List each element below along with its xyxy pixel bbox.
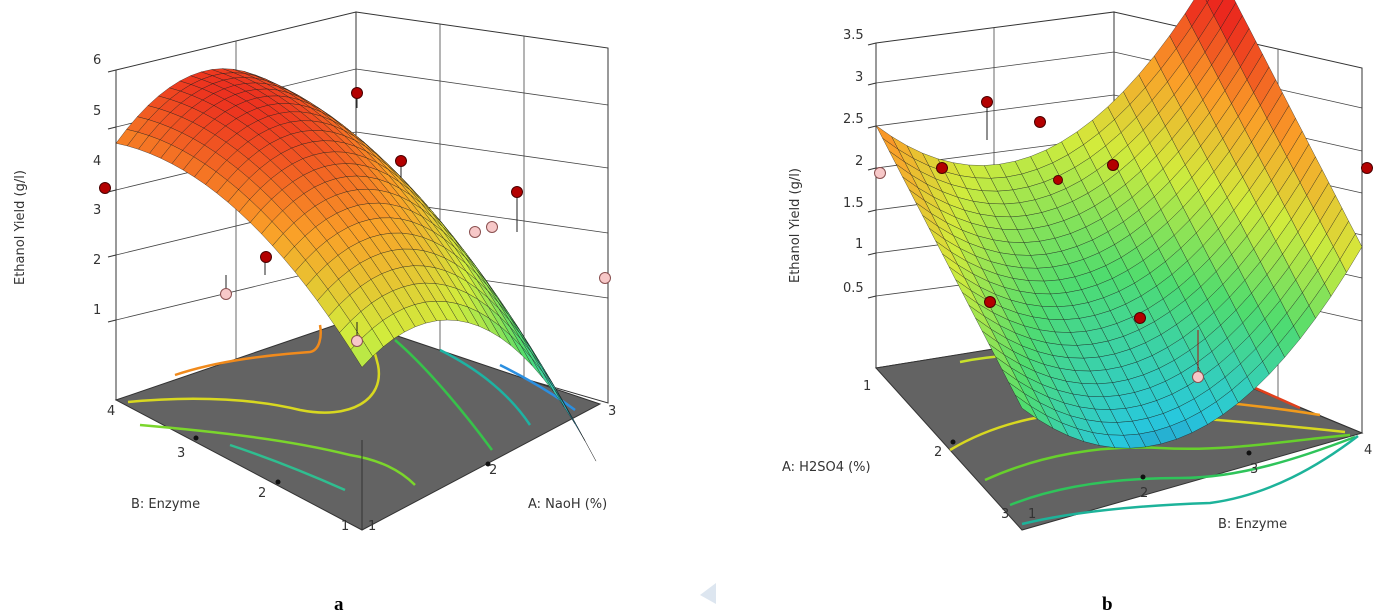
panel-b-point <box>1053 175 1063 185</box>
panel-a-point <box>486 221 498 233</box>
panel-a-point <box>260 251 272 263</box>
panel-b-z-tick: 2 <box>855 154 863 169</box>
panel-a-point <box>351 335 363 347</box>
panel-a-point <box>395 155 407 167</box>
panel-a-contour-floor <box>114 319 602 531</box>
panel-b-point <box>984 296 996 308</box>
panel-b-label: b <box>1102 594 1113 614</box>
panel-b-a-tick: 2 <box>934 445 942 460</box>
panel-a-floor-ticks: 4 3 2 1 1 2 3 <box>107 404 616 534</box>
panel-b-z-tick: 0.5 <box>843 281 864 296</box>
panel-a-a-axis-label: A: NaoH (%) <box>528 497 607 512</box>
panel-b-point <box>981 96 993 108</box>
panel-b-a-tick: 1 <box>863 379 871 394</box>
panel-a-z-tick: 6 <box>93 53 101 68</box>
panel-b-point <box>1107 159 1119 171</box>
panel-b-point <box>1192 371 1204 383</box>
surface-patch <box>1205 0 1209 3</box>
panel-b-b-tick: 2 <box>1140 486 1148 501</box>
panel-a-response-surface <box>115 68 597 462</box>
panel-b-point <box>874 167 886 179</box>
panel-b-b-tick: 3 <box>1250 462 1258 477</box>
panel-a-z-tick: 4 <box>93 154 101 169</box>
panel-a-z-tick: 5 <box>93 104 101 119</box>
panel-a-point <box>99 182 111 194</box>
panel-b-point <box>936 162 948 174</box>
panel-a-b-tick: 2 <box>258 486 266 501</box>
panel-b-design-points <box>874 96 1373 383</box>
panel-a-point <box>599 272 611 284</box>
panel-b-z-ticks: 3.5 3 2.5 2 1.5 1 0.5 <box>843 28 877 299</box>
panel-b-a-axis-label: A: H2SO4 (%) <box>782 460 871 475</box>
panel-b-b-tick: 1 <box>1028 507 1036 522</box>
panel-b-z-axis-label: Ethanol Yield (g/l) <box>788 168 803 283</box>
panel-b-z-tick: 1.5 <box>843 196 864 211</box>
panel-b-z-tick: 2.5 <box>843 112 864 127</box>
panel-b-floor-ticks: 1 2 3 1 2 3 4 <box>863 379 1372 522</box>
panel-a-a-tick: 3 <box>608 404 616 419</box>
panel-a-point <box>351 87 363 99</box>
panel-b-point <box>1361 162 1373 174</box>
panel-a-point <box>511 186 523 198</box>
panel-a-point <box>469 226 481 238</box>
panel-a-a-tick: 1 <box>368 519 376 534</box>
panel-b-z-tick: 1 <box>855 237 863 252</box>
panel-a-label: a <box>334 594 344 614</box>
panel-a-b-tick: 3 <box>177 446 185 461</box>
panel-b-surface-plot: 3.5 3 2.5 2 1.5 1 0.5 Ethanol Yield (g/l… <box>782 0 1373 614</box>
panel-a-b-axis-label: B: Enzyme <box>131 497 200 512</box>
panel-a-z-tick: 1 <box>93 303 101 318</box>
panel-a-z-ticks: 6 5 4 3 2 1 <box>93 53 117 323</box>
panel-b-z-tick: 3.5 <box>843 28 864 43</box>
panel-a-b-tick: 1 <box>341 519 349 534</box>
page-mark-icon <box>700 583 716 604</box>
panel-b-b-axis-label: B: Enzyme <box>1218 517 1287 532</box>
panel-b-z-tick: 3 <box>855 70 863 85</box>
panel-a-design-points <box>99 87 611 347</box>
panel-b-response-surface <box>875 0 1363 449</box>
surface-patch <box>1015 395 1038 420</box>
panel-b-point <box>1134 312 1146 324</box>
panel-a-a-tick: 2 <box>489 463 497 478</box>
panel-a-z-axis-label: Ethanol Yield (g/l) <box>13 170 28 285</box>
panel-b-b-tick: 4 <box>1364 443 1372 458</box>
panel-b-point <box>1034 116 1046 128</box>
panel-a-surface-plot: 6 5 4 3 2 1 Ethanol Yield (g/l) 4 3 2 1 … <box>13 11 616 614</box>
panel-a-z-tick: 3 <box>93 203 101 218</box>
panel-a-z-tick: 2 <box>93 253 101 268</box>
panel-a-b-tick: 4 <box>107 404 115 419</box>
panel-a-point <box>220 288 232 300</box>
panel-b-a-tick: 3 <box>1001 507 1009 522</box>
